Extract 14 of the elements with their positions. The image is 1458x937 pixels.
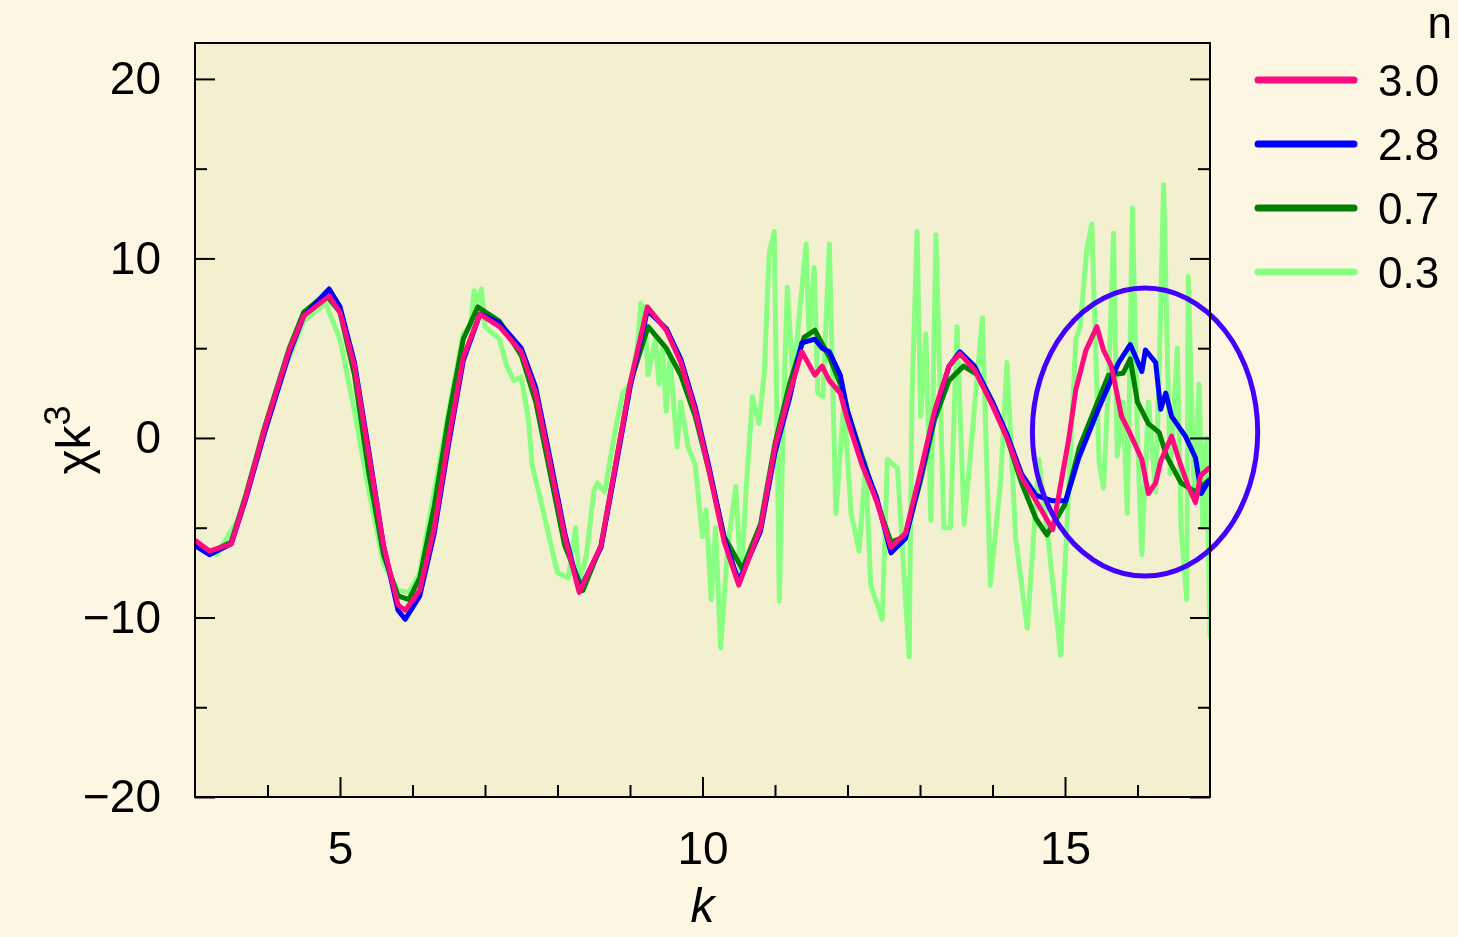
legend-label: 0.7	[1378, 184, 1440, 233]
y-tick-label: 20	[109, 52, 161, 105]
x-tick-label: 5	[327, 821, 354, 874]
legend-label: 2.8	[1378, 120, 1440, 169]
legend-title: n	[1427, 0, 1452, 47]
legend-label: 3.0	[1378, 56, 1440, 105]
y-tick-label: 0	[135, 411, 161, 464]
x-tick-label: 15	[1039, 821, 1092, 874]
x-tick-label: 10	[677, 821, 729, 874]
y-tick-label: −20	[82, 770, 161, 823]
legend-label: 0.3	[1378, 248, 1440, 297]
y-tick-label: −10	[82, 590, 161, 643]
y-tick-label: 10	[109, 231, 161, 284]
x-axis-title: k	[690, 879, 718, 932]
